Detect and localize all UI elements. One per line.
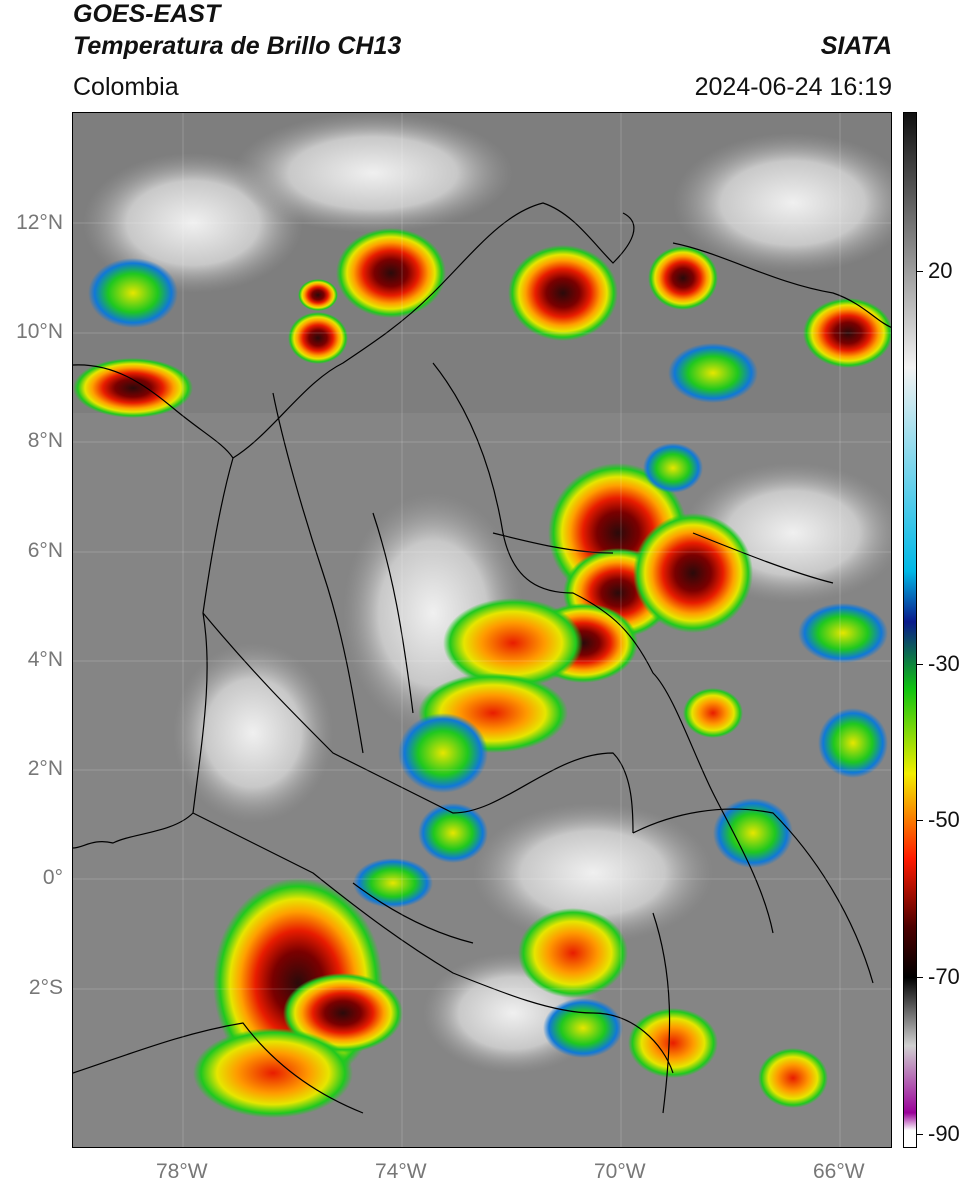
- timestamp-label: 2024-06-24 16:19: [694, 73, 892, 101]
- lat-label-0: 0°: [42, 866, 63, 889]
- lat-label-6n: 6°N: [27, 539, 63, 562]
- lat-label-2n: 2°N: [27, 757, 63, 780]
- colorbar-tick: [917, 271, 923, 272]
- lat-label-4n: 4°N: [27, 648, 63, 671]
- colorbar-tick: [917, 664, 923, 665]
- colorbar-label: -90: [928, 1121, 960, 1146]
- lon-label-66w: 66°W: [813, 1160, 865, 1183]
- lon-label-78w: 78°W: [156, 1160, 208, 1183]
- political-boundaries: [73, 202, 891, 1114]
- lon-label-70w: 70°W: [594, 1160, 646, 1183]
- agency-label: SIATA: [820, 32, 892, 60]
- lat-label-10n: 10°N: [16, 320, 63, 343]
- colorbar: [903, 112, 917, 1148]
- graticule: [73, 113, 891, 1147]
- colorbar-label: -30: [928, 651, 960, 676]
- colorbar-label: 20: [928, 258, 953, 283]
- lon-label-74w: 74°W: [375, 1160, 427, 1183]
- satellite-map: [72, 112, 892, 1148]
- region-label: Colombia: [73, 73, 179, 101]
- lat-label-8n: 8°N: [27, 429, 63, 452]
- convective-cells: [73, 228, 891, 1118]
- title-satellite: GOES-EAST: [73, 0, 221, 28]
- colorbar-label: -70: [928, 964, 960, 989]
- satellite-image: [73, 113, 891, 1147]
- colorbar-tick: [917, 820, 923, 821]
- lat-label-12n: 12°N: [16, 211, 63, 234]
- lat-label-2s: 2°S: [28, 976, 63, 999]
- colorbar-label: -50: [928, 807, 960, 832]
- title-product: Temperatura de Brillo CH13: [73, 32, 402, 60]
- colorbar-tick: [917, 977, 923, 978]
- colorbar-tick: [917, 1134, 923, 1135]
